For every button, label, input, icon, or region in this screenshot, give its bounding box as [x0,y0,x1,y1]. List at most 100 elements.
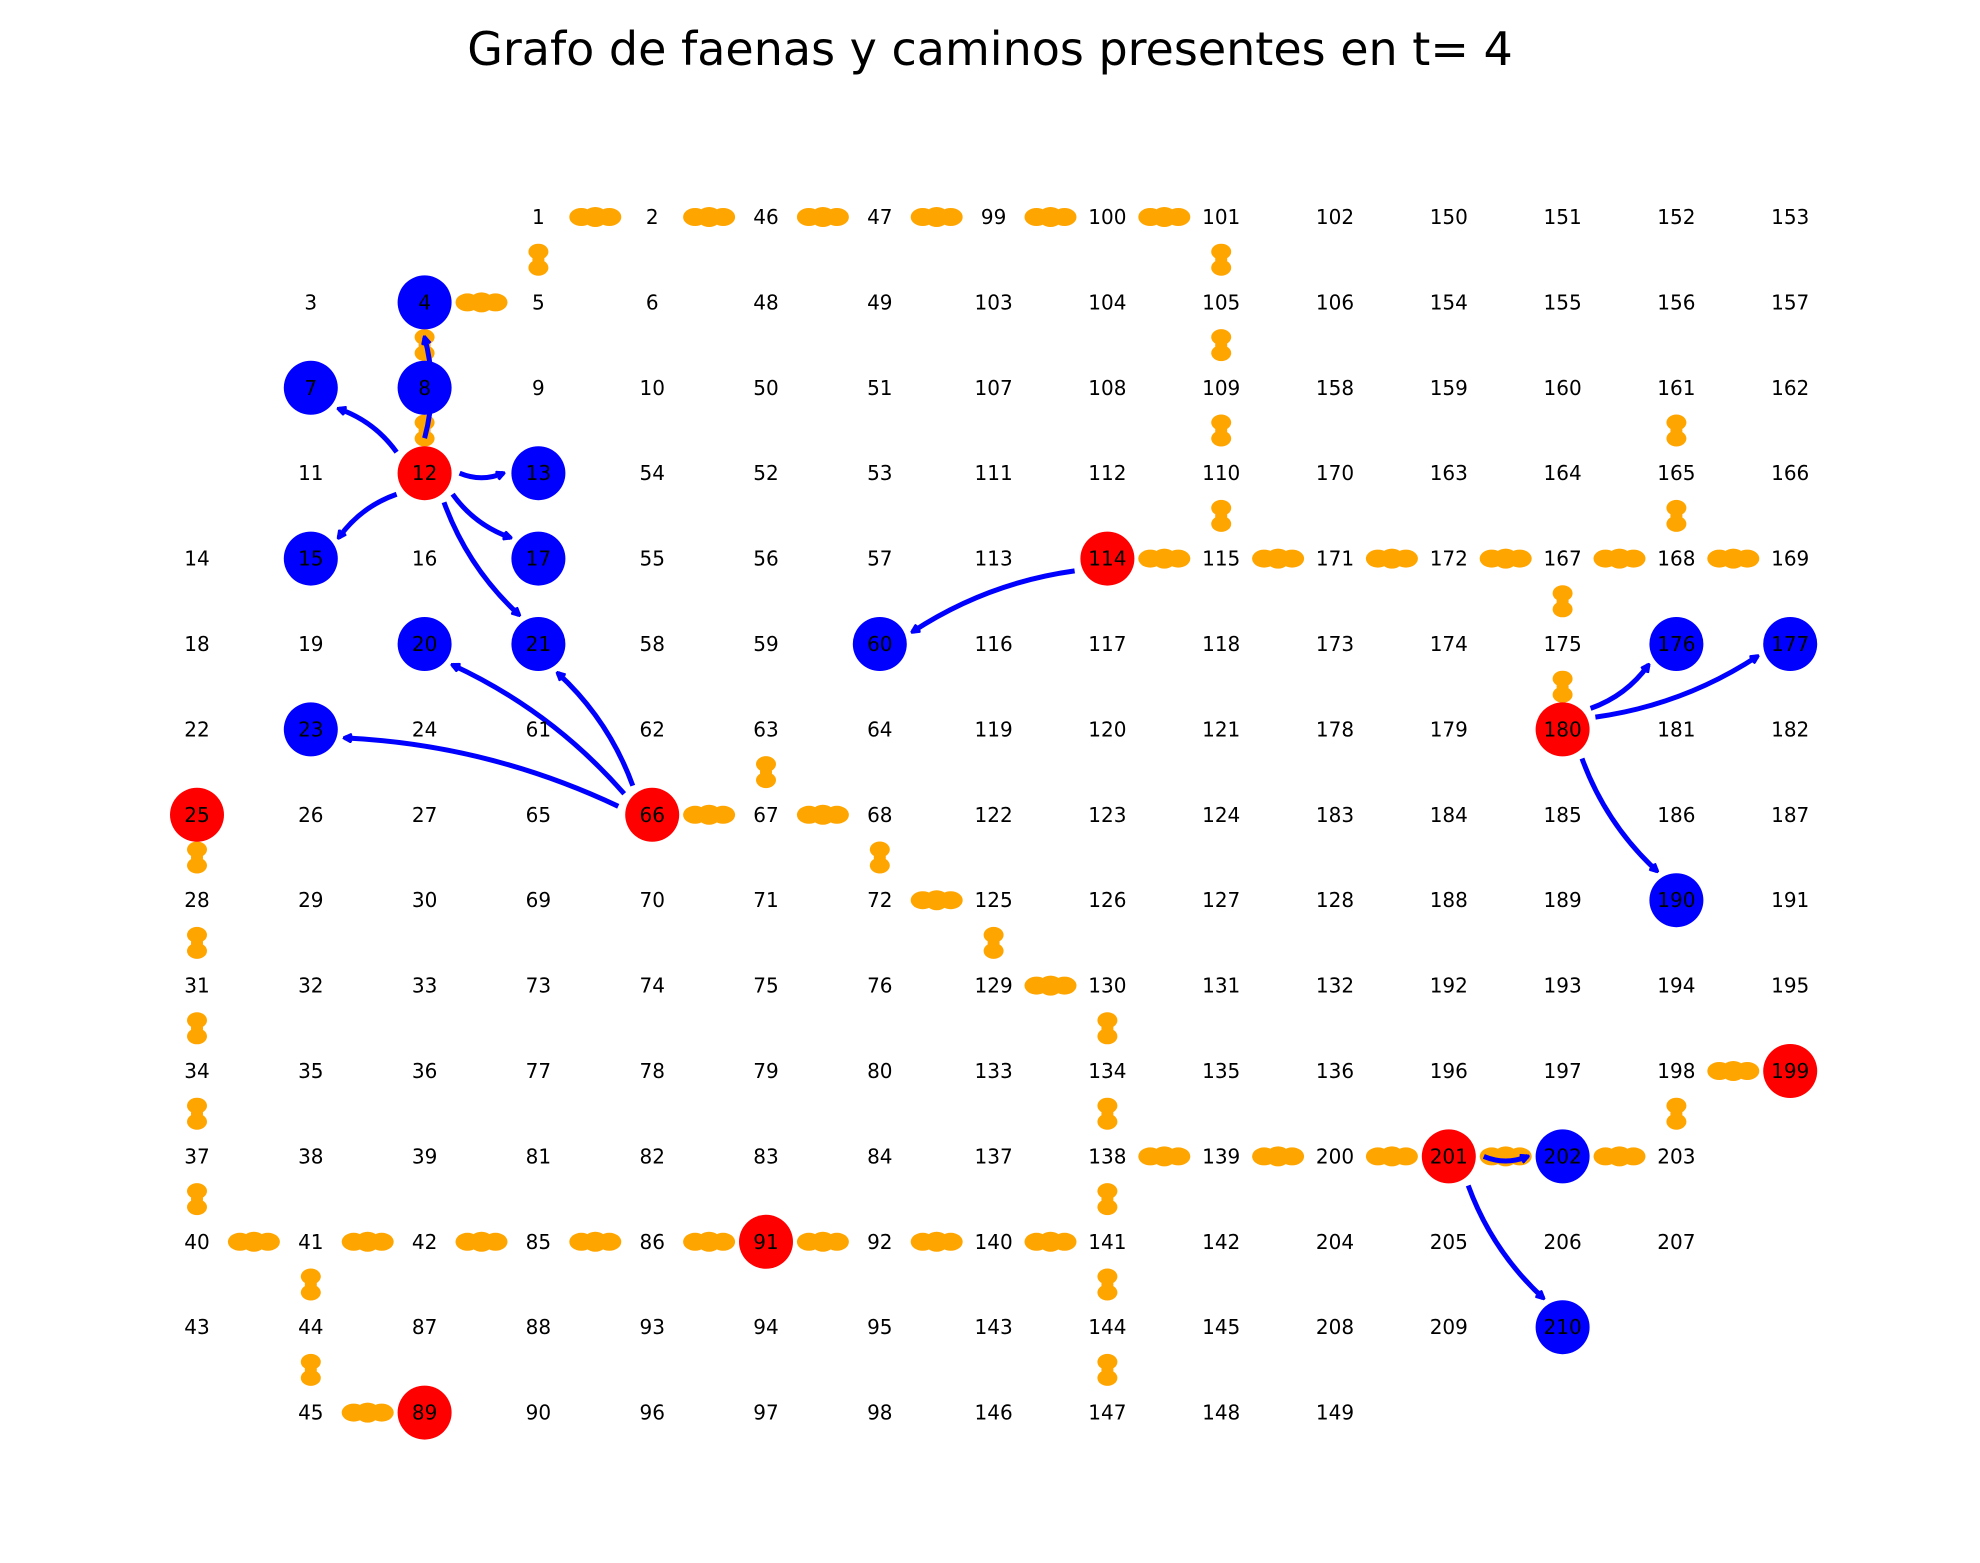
node-label: 202 [1544,1144,1582,1168]
road-125-129 [983,926,1004,959]
arrow-12-7 [339,409,399,454]
node-label: 114 [1088,547,1126,571]
node-label: 42 [412,1230,437,1254]
node-178: 178 [1316,717,1354,741]
road-45-89 [341,1402,394,1423]
node-109: 109 [1202,376,1240,400]
node-label: 150 [1430,205,1468,229]
node-5: 5 [532,290,545,314]
node-128: 128 [1316,888,1354,912]
node-71: 71 [753,888,778,912]
node-label: 32 [298,974,323,998]
node-3: 3 [304,290,317,314]
node-label: 58 [639,632,664,656]
road-138-141 [1097,1183,1118,1216]
node-160: 160 [1544,376,1582,400]
node-92: 92 [867,1230,892,1254]
node-label: 192 [1430,974,1468,998]
node-110: 110 [1202,461,1240,485]
node-124: 124 [1202,803,1240,827]
node-label: 194 [1657,974,1695,998]
node-41: 41 [298,1230,323,1254]
node-99: 99 [981,205,1006,229]
node-marker-4 [397,275,452,330]
node-label: 159 [1430,376,1468,400]
node-label: 91 [753,1230,778,1254]
node-190: 190 [1649,873,1704,928]
node-78: 78 [639,1059,664,1083]
node-label: 34 [184,1059,209,1083]
node-68: 68 [867,803,892,827]
node-101: 101 [1202,205,1240,229]
road-31-34 [187,1012,207,1045]
node-label: 164 [1544,461,1582,485]
node-label: 39 [412,1144,437,1168]
road-110-115 [1211,499,1232,532]
node-52: 52 [753,461,778,485]
node-label: 180 [1544,717,1582,741]
node-14: 14 [184,547,209,571]
road-25-28 [187,841,207,874]
node-label: 10 [639,376,664,400]
road-1-2 [569,207,622,227]
node-label: 191 [1771,888,1809,912]
road-115-171 [1252,548,1305,569]
node-198: 198 [1657,1059,1695,1083]
node-156: 156 [1657,290,1695,314]
node-label: 33 [412,974,437,998]
node-149: 149 [1316,1401,1354,1425]
road-68-72 [869,841,890,874]
road-44-45 [300,1353,321,1386]
node-208: 208 [1316,1315,1354,1339]
road-86-91 [683,1231,736,1252]
node-169: 169 [1771,547,1809,571]
roads-layer [187,207,1760,1423]
node-205: 205 [1430,1230,1468,1254]
node-138: 138 [1088,1144,1126,1168]
node-label: 45 [298,1401,323,1425]
node-label: 140 [975,1230,1013,1254]
node-46: 46 [753,205,778,229]
node-173: 173 [1316,632,1354,656]
node-label: 151 [1544,205,1582,229]
node-20: 20 [397,617,452,671]
node-label: 69 [526,888,551,912]
node-marker-66 [625,787,680,842]
node-marker-15 [283,531,338,586]
node-label: 104 [1088,290,1126,314]
node-39: 39 [412,1144,437,1168]
node-188: 188 [1430,888,1468,912]
node-126: 126 [1088,888,1126,912]
node-label: 78 [639,1059,664,1083]
road-105-109 [1211,329,1232,362]
node-label: 135 [1202,1059,1240,1083]
node-72: 72 [867,888,892,912]
node-30: 30 [412,888,437,912]
node-label: 27 [412,803,437,827]
node-141: 141 [1088,1230,1126,1254]
node-label: 57 [867,547,892,571]
node-label: 24 [412,717,437,741]
node-107: 107 [975,376,1013,400]
node-147: 147 [1088,1401,1126,1425]
node-label: 141 [1088,1230,1126,1254]
node-202: 202 [1535,1129,1590,1184]
node-58: 58 [639,632,664,656]
node-label: 31 [184,974,209,998]
road-129-130 [1024,975,1077,996]
road-2-46 [683,207,736,227]
node-36: 36 [412,1059,437,1083]
node-label: 87 [412,1315,437,1339]
node-91: 91 [739,1214,793,1269]
node-label: 1 [532,205,545,229]
node-label: 77 [526,1059,551,1083]
node-marker-8 [397,360,452,415]
node-label: 120 [1088,717,1126,741]
road-47-99 [910,207,963,227]
node-label: 161 [1657,376,1695,400]
node-85: 85 [526,1230,551,1254]
arrow-201-202 [1482,1156,1528,1161]
node-label: 56 [753,547,778,571]
node-21: 21 [511,617,566,671]
node-label: 179 [1430,717,1468,741]
